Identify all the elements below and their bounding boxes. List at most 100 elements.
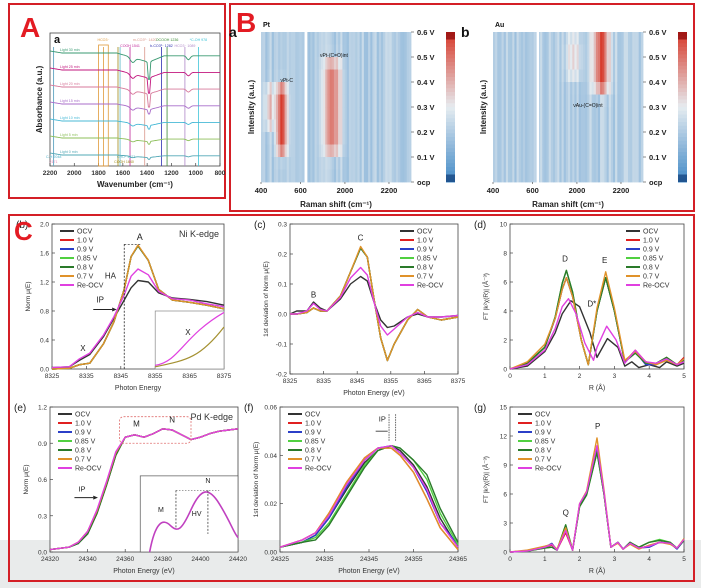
heatmap-cell [338,144,341,158]
heatmap-cell [346,169,350,183]
heatmap-cell [570,144,573,158]
colorbar-cell [678,133,687,138]
heatmap-cell [331,107,335,120]
heatmap-cell [638,57,642,70]
heatmap-cell [351,132,354,145]
heatmap-cell [284,69,288,83]
heatmap-cell [329,144,333,158]
heatmap-cell [512,32,515,45]
heatmap-cell [396,57,399,70]
heatmap-cell [514,157,517,170]
heatmap-cell [501,157,505,170]
heatmap-cell [323,157,326,170]
heatmap-cell [381,44,384,58]
y-tick-label: 2 [503,338,507,345]
heatmap-cell [333,107,337,120]
heatmap-cell [523,157,526,170]
heatmap-cell [346,119,350,133]
series-line-OCV [509,300,685,370]
heatmap-cell [542,44,545,58]
heatmap-cell [559,57,562,70]
heatmap-cell [516,132,520,145]
heatmap-cell [516,107,520,120]
heatmap-cell [359,32,363,45]
heatmap-cell [546,119,550,133]
y-axis-label: FT |k²χ(R)| (Å⁻³) [481,456,490,503]
subpanel-label: (b) [16,220,28,231]
heatmap-cell [310,107,313,120]
heatmap-cell [632,32,635,45]
heatmap-cell [598,132,601,145]
heatmap-cell [276,32,279,45]
heatmap-cell [604,144,607,158]
heatmap-cell [495,94,498,108]
colorbar-cell [678,73,687,78]
heatmap-cell [370,44,373,58]
colorbar-cell [446,69,455,74]
heatmap-cell [381,82,384,95]
heatmap-cell [606,132,610,145]
heatmap-cell [385,94,388,108]
heatmap-cell [636,157,640,170]
heatmap-cell [542,94,545,108]
heatmap-cell [344,44,348,58]
heatmap-cell [565,69,569,83]
heatmap-cell [518,69,522,83]
y-tick-label: 0.0 [278,312,287,319]
heatmap-cell [368,44,371,58]
heatmap-cell [316,132,320,145]
heatmap-cell [580,107,584,120]
heatmap-cell [316,57,320,70]
heatmap-cell [402,82,405,95]
heatmap-cell [286,44,290,58]
heatmap-cell [503,32,507,45]
heatmap-cell [366,82,369,95]
heatmap-cell [600,82,603,95]
series-line-Re-OCV [279,445,459,548]
heatmap-cell [625,144,629,158]
peak-annotation: νPt-(C=O)int [320,53,349,59]
heatmap-cell [374,157,378,170]
heatmap-cell [572,82,575,95]
heatmap-cell [346,157,350,170]
heatmap-cell [387,107,390,120]
heatmap-cell [553,57,556,70]
heatmap-cell [271,132,275,145]
heatmap-cell [589,94,592,108]
heatmap-cell [503,82,507,95]
heatmap-cell [331,44,335,58]
heatmap-cell [610,32,614,45]
heatmap-cell [385,144,388,158]
heatmap-cell [591,132,595,145]
heatmap-cell [389,94,393,108]
heatmap-cell [363,157,367,170]
heatmap-cell [636,57,640,70]
heatmap-cell [563,69,567,83]
heatmap-cell [501,82,505,95]
heatmap-cell [348,44,352,58]
heatmap-cell [393,82,397,95]
heatmap-cell [572,57,575,70]
heatmap-cell [372,82,375,95]
heatmap-cell [306,132,309,145]
heatmap-cell [546,94,550,108]
heatmap-cell [617,132,620,145]
colorbar-cell [678,39,687,44]
heatmap-cell [355,119,358,133]
heatmap-cell [638,44,642,58]
heatmap-cell [295,94,298,108]
heatmap-cell [610,107,614,120]
heatmap-cell [610,57,614,70]
heatmap-cell [634,94,637,108]
heatmap-cell [546,69,550,83]
colorbar-cell [446,58,455,63]
heatmap-cell [400,94,403,108]
heatmap-cell [604,107,607,120]
y-tick-label: 0.8 [40,309,49,316]
panel-label-B: B [236,7,257,38]
heatmap-cell [378,107,382,120]
legend-label: Re-OCV [305,466,332,473]
heatmap-cell [514,119,517,133]
heatmap-cell [595,69,599,83]
heatmap-cell [348,157,352,170]
